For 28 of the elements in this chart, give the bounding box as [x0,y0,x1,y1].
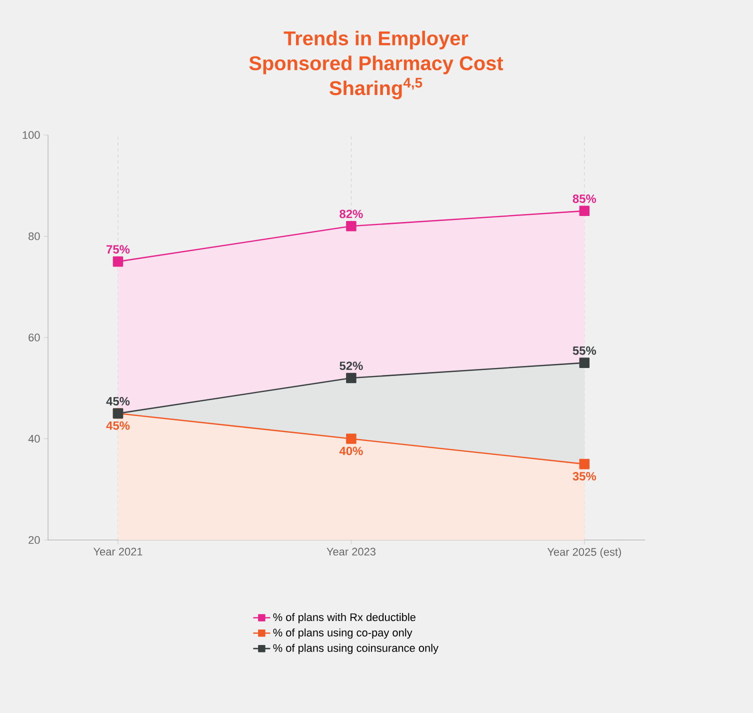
point [579,206,590,216]
x-tick-label: Year 2025 (est) [547,548,621,558]
point [346,434,356,444]
data-label: 75% [106,245,130,254]
x-tick-label: Year 2023 [326,548,376,556]
point [346,372,356,384]
point [112,256,124,267]
x-tick-label: Year 2021 [93,548,142,556]
data-label: 40% [339,446,363,456]
y-tick-label: 20 [28,536,40,544]
point [346,220,356,232]
y-tick-label: 40 [28,434,40,443]
point [579,358,590,368]
data-label: 45% [106,421,130,430]
legend-label: % of plans with Rx deductible [273,613,416,624]
data-label: 45% [106,397,130,406]
y-tick-label: 100 [22,131,40,139]
chart-title: Trends in Employer Sponsored Pharmacy Cost Sharing$^{4,5}$ [249,30,504,100]
point [579,458,590,470]
data-label: 52% [340,362,363,370]
y-tick-label: 80 [28,232,40,240]
y-tick-label: 60 [28,334,40,342]
data-label: 85% [572,194,596,203]
legend-label: % of plans using coinsurance only [273,644,438,654]
data-label: 35% [572,472,596,481]
data-label: 82% [340,210,363,218]
data-label: 55% [572,346,596,355]
legend-label: % of plans using co-pay only [273,628,412,639]
